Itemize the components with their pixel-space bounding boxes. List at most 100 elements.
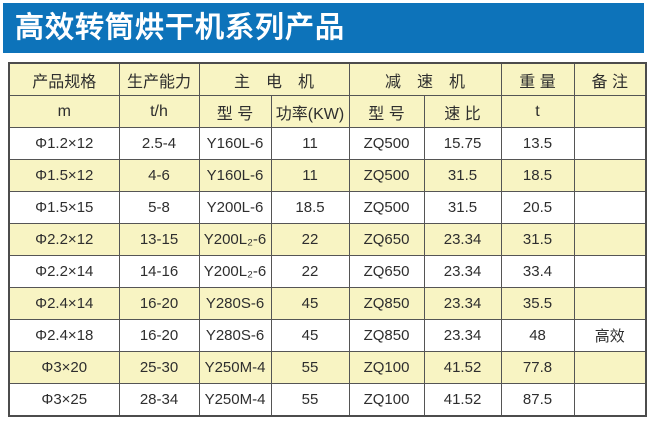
reducer-model-cell: ZQ100	[348, 351, 425, 384]
remark-cell	[573, 191, 647, 224]
motor-power-cell: 45	[270, 287, 350, 320]
capacity-cell: 28-34	[118, 383, 200, 417]
reducer-model-cell: ZQ650	[348, 223, 425, 256]
motor-model-cell: Y280S-6	[198, 319, 272, 352]
col-reducer-model: 型 号	[348, 95, 425, 128]
spec-cell: Φ3×20	[8, 351, 120, 384]
capacity-cell: 5-8	[118, 191, 200, 224]
motor-power-cell: 22	[270, 223, 350, 256]
motor-model-cell: Y160L-6	[198, 159, 272, 192]
reducer-ratio-cell: 23.34	[423, 223, 502, 256]
reducer-ratio-cell: 23.34	[423, 255, 502, 288]
motor-power-cell: 22	[270, 255, 350, 288]
reducer-model-cell: ZQ850	[348, 287, 425, 320]
header-capacity: 生产能力	[118, 62, 200, 96]
reducer-ratio-cell: 15.75	[423, 127, 502, 160]
motor-model-cell: Y250M-4	[198, 351, 272, 384]
spec-cell: Φ2.4×18	[8, 319, 120, 352]
reducer-ratio-cell: 23.34	[423, 319, 502, 352]
motor-model-cell: Y200L₂-6	[198, 255, 272, 288]
remark-cell	[573, 255, 647, 288]
title-bar: 高效转筒烘干机系列产品	[3, 3, 644, 53]
header-group-row: 产品规格 生产能力 主 电 机 减 速 机 重 量 备 注	[8, 62, 647, 96]
weight-cell: 13.5	[500, 127, 575, 160]
motor-model-cell: Y200L₂-6	[198, 223, 272, 256]
table-row: Φ1.5×15 5-8 Y200L-6 18.5 ZQ500 31.5 20.5	[8, 191, 647, 224]
header-spec: 产品规格	[8, 62, 120, 96]
spec-cell: Φ1.2×12	[8, 127, 120, 160]
reducer-ratio-cell: 31.5	[423, 191, 502, 224]
spec-cell: Φ2.2×12	[8, 223, 120, 256]
header-main-motor: 主 电 机	[198, 62, 350, 96]
spec-cell: Φ3×25	[8, 383, 120, 417]
reducer-ratio-cell: 31.5	[423, 159, 502, 192]
col-motor-model: 型 号	[198, 95, 272, 128]
capacity-cell: 4-6	[118, 159, 200, 192]
header-reducer: 减 速 机	[348, 62, 502, 96]
spec-cell: Φ1.5×12	[8, 159, 120, 192]
table-row: Φ2.4×14 16-20 Y280S-6 45 ZQ850 23.34 35.…	[8, 287, 647, 320]
motor-power-cell: 11	[270, 127, 350, 160]
header-weight: 重 量	[500, 62, 575, 96]
motor-model-cell: Y280S-6	[198, 287, 272, 320]
table-header: 产品规格 生产能力 主 电 机 减 速 机 重 量 备 注 m t/h 型 号 …	[8, 62, 647, 128]
spec-cell: Φ1.5×15	[8, 191, 120, 224]
capacity-cell: 16-20	[118, 319, 200, 352]
unit-spec-m: m	[8, 95, 120, 128]
weight-cell: 35.5	[500, 287, 575, 320]
table-row: Φ3×25 28-34 Y250M-4 55 ZQ100 41.52 87.5	[8, 383, 647, 417]
capacity-cell: 25-30	[118, 351, 200, 384]
product-spec-table: 产品规格 生产能力 主 电 机 减 速 机 重 量 备 注 m t/h 型 号 …	[8, 62, 648, 417]
col-motor-power: 功率(KW)	[270, 95, 350, 128]
table-row: Φ2.2×14 14-16 Y200L₂-6 22 ZQ650 23.34 33…	[8, 255, 647, 288]
unit-capacity-th: t/h	[118, 95, 200, 128]
remark-cell	[573, 223, 647, 256]
motor-model-cell: Y160L-6	[198, 127, 272, 160]
col-reducer-ratio: 速 比	[423, 95, 502, 128]
motor-power-cell: 11	[270, 159, 350, 192]
reducer-ratio-cell: 23.34	[423, 287, 502, 320]
weight-cell: 18.5	[500, 159, 575, 192]
table-body: Φ1.2×12 2.5-4 Y160L-6 11 ZQ500 15.75 13.…	[8, 127, 647, 417]
capacity-cell: 14-16	[118, 255, 200, 288]
spec-cell: Φ2.2×14	[8, 255, 120, 288]
table-row: Φ2.2×12 13-15 Y200L₂-6 22 ZQ650 23.34 31…	[8, 223, 647, 256]
reducer-model-cell: ZQ500	[348, 127, 425, 160]
reducer-model-cell: ZQ500	[348, 159, 425, 192]
capacity-cell: 2.5-4	[118, 127, 200, 160]
reducer-model-cell: ZQ850	[348, 319, 425, 352]
capacity-cell: 13-15	[118, 223, 200, 256]
header-unit-row: m t/h 型 号 功率(KW) 型 号 速 比 t	[8, 95, 647, 128]
remark-cell	[573, 159, 647, 192]
remark-cell	[573, 287, 647, 320]
remark-cell	[573, 351, 647, 384]
table-row: Φ1.2×12 2.5-4 Y160L-6 11 ZQ500 15.75 13.…	[8, 127, 647, 160]
reducer-model-cell: ZQ100	[348, 383, 425, 417]
table-row: Φ3×20 25-30 Y250M-4 55 ZQ100 41.52 77.8	[8, 351, 647, 384]
weight-cell: 20.5	[500, 191, 575, 224]
motor-model-cell: Y250M-4	[198, 383, 272, 417]
unit-weight-t: t	[500, 95, 575, 128]
weight-cell: 33.4	[500, 255, 575, 288]
weight-cell: 77.8	[500, 351, 575, 384]
reducer-ratio-cell: 41.52	[423, 383, 502, 417]
motor-power-cell: 45	[270, 319, 350, 352]
weight-cell: 31.5	[500, 223, 575, 256]
motor-model-cell: Y200L-6	[198, 191, 272, 224]
motor-power-cell: 18.5	[270, 191, 350, 224]
motor-power-cell: 55	[270, 383, 350, 417]
header-remark: 备 注	[573, 62, 647, 96]
page-title: 高效转筒烘干机系列产品	[15, 11, 346, 44]
remark-cell	[573, 383, 647, 417]
reducer-model-cell: ZQ650	[348, 255, 425, 288]
weight-cell: 48	[500, 319, 575, 352]
weight-cell: 87.5	[500, 383, 575, 417]
remark-cell	[573, 127, 647, 160]
reducer-ratio-cell: 41.52	[423, 351, 502, 384]
table-row: Φ2.4×18 16-20 Y280S-6 45 ZQ850 23.34 48 …	[8, 319, 647, 352]
remark-cell: 高效	[573, 319, 647, 352]
capacity-cell: 16-20	[118, 287, 200, 320]
unit-remark-empty	[573, 95, 647, 128]
spec-cell: Φ2.4×14	[8, 287, 120, 320]
reducer-model-cell: ZQ500	[348, 191, 425, 224]
